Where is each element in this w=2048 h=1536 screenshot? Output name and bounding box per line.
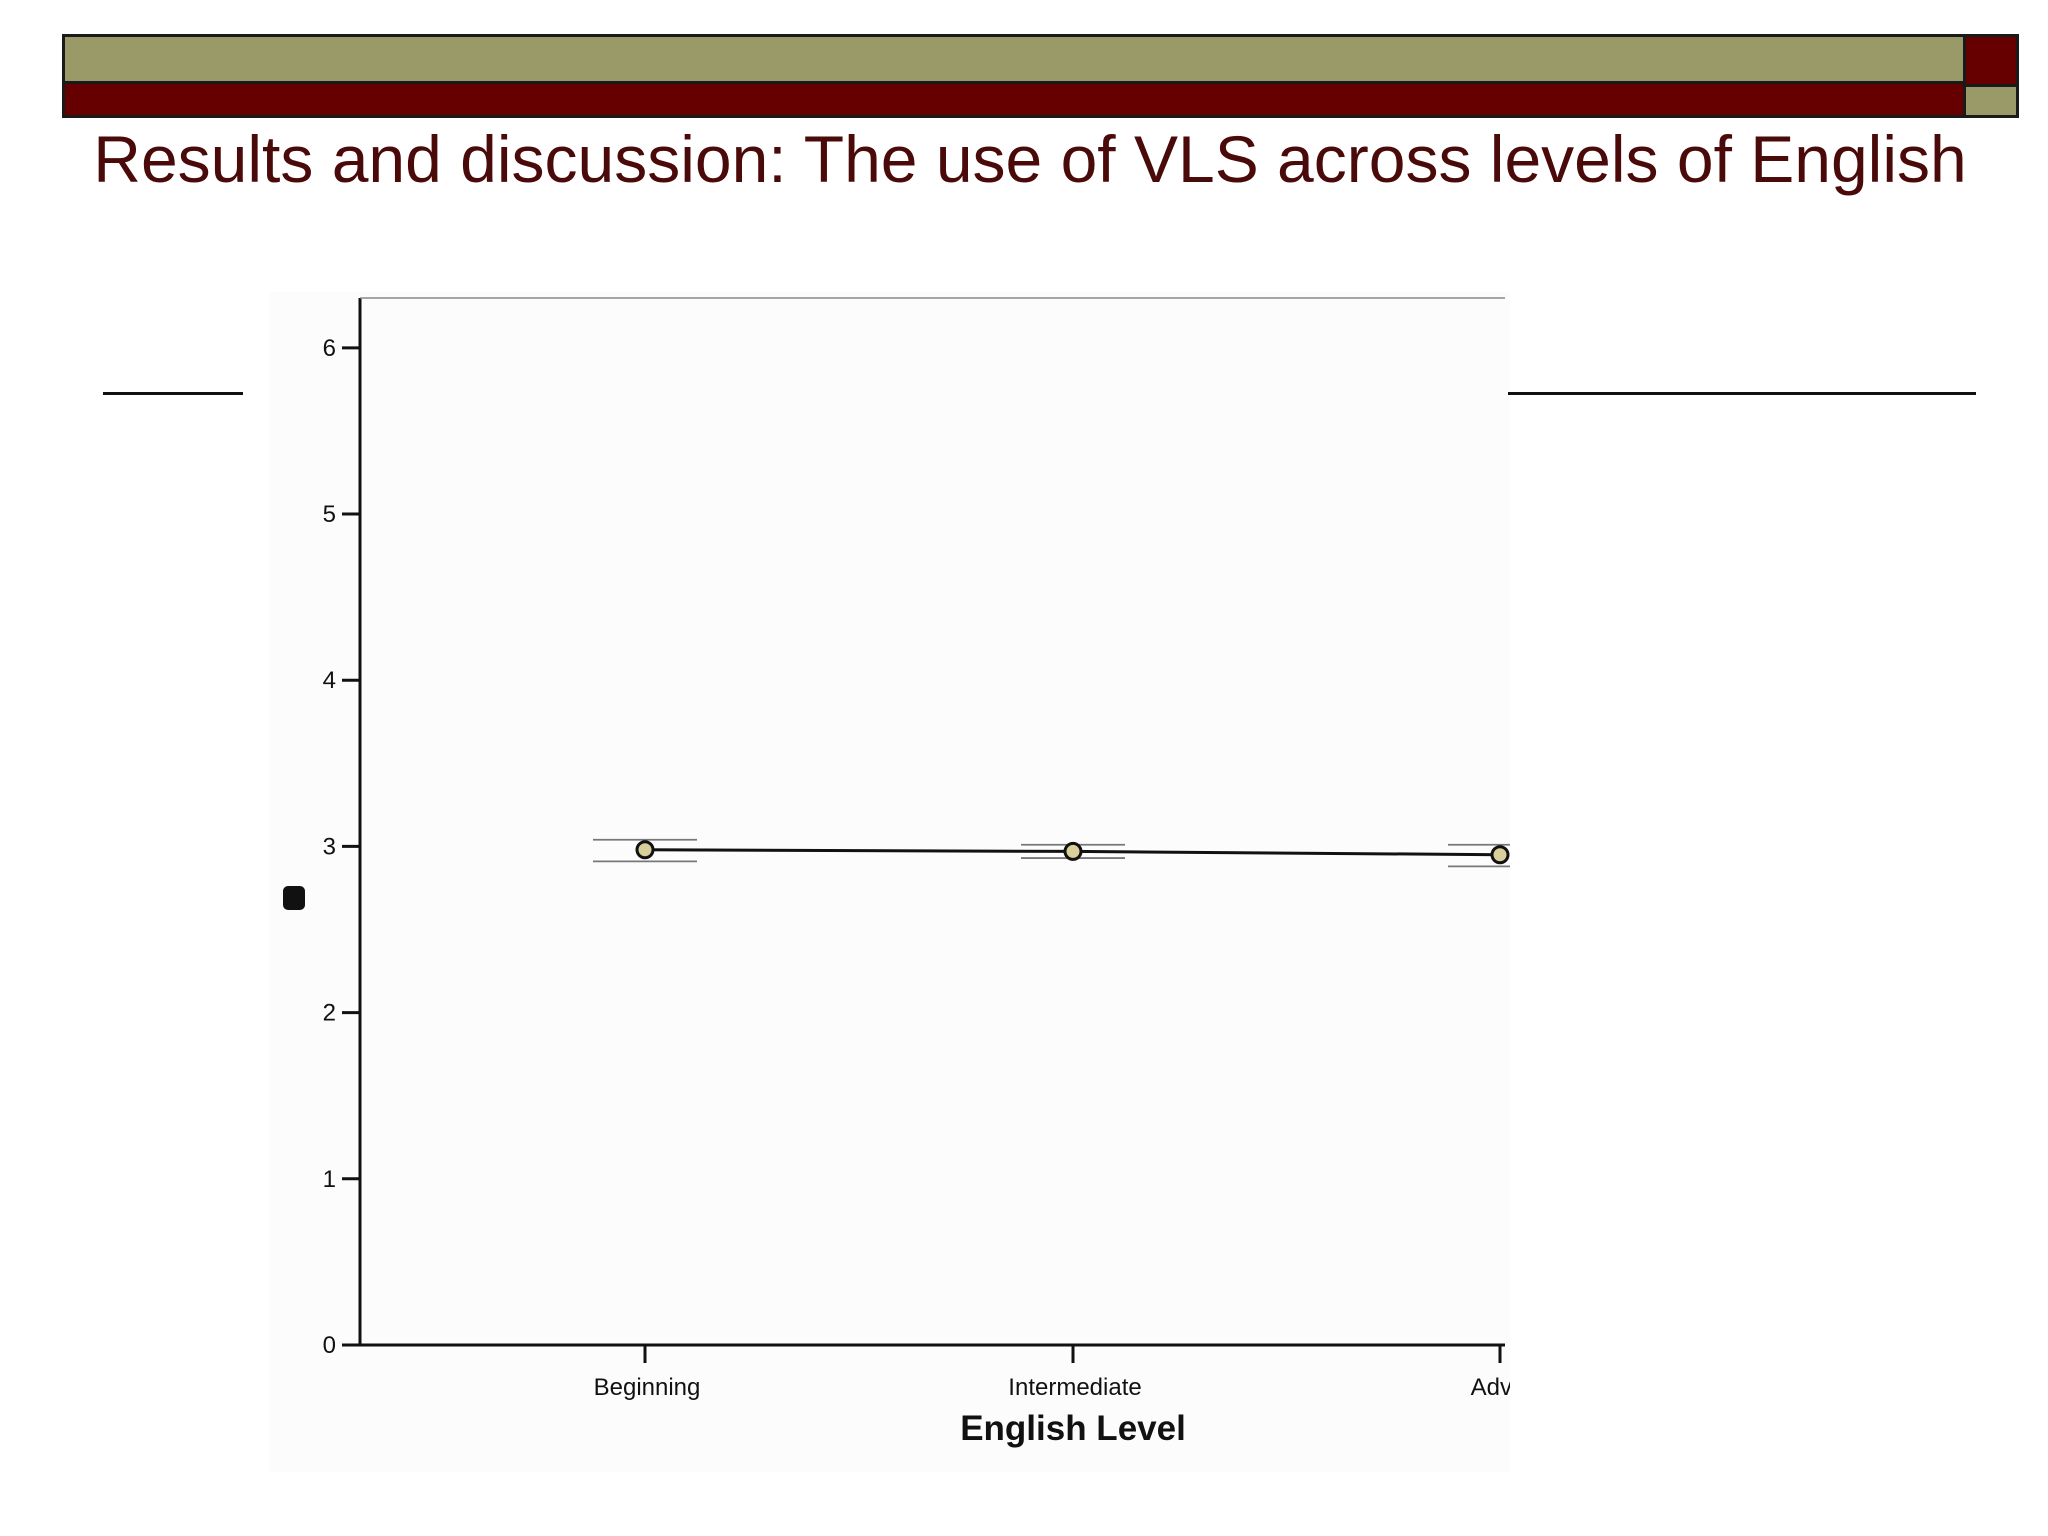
chart-clip-mask: [1510, 292, 2010, 1482]
slide-title: Results and discussion: The use of VLS a…: [93, 122, 1967, 196]
x-tick-label-0: Beginning: [594, 1374, 701, 1401]
data-point-2: [1490, 845, 1510, 865]
x-tick-label-1: Intermediate: [1008, 1374, 1141, 1401]
corner-maroon-square: [1963, 34, 2019, 87]
x-axis-title: English Level: [960, 1409, 1186, 1448]
rule-left: [103, 392, 243, 395]
chart-panel: [270, 292, 1510, 1472]
y-tick-label-5: 5: [323, 501, 336, 528]
y-tick-label-3: 3: [323, 833, 336, 860]
y-tick-label-2: 2: [323, 1000, 336, 1027]
corner-olive-square: [1963, 84, 2019, 118]
data-point-0: [635, 840, 655, 860]
y-tick-label-6: 6: [323, 335, 336, 362]
y-axis-title-glyph: [283, 886, 305, 910]
y-tick-label-1: 1: [323, 1166, 336, 1193]
header-maroon-bar: [62, 84, 1966, 118]
y-tick-label-4: 4: [323, 667, 336, 694]
data-point-1: [1063, 841, 1083, 861]
y-tick-label-0: 0: [323, 1332, 336, 1359]
header-olive-bar: [62, 34, 1966, 84]
